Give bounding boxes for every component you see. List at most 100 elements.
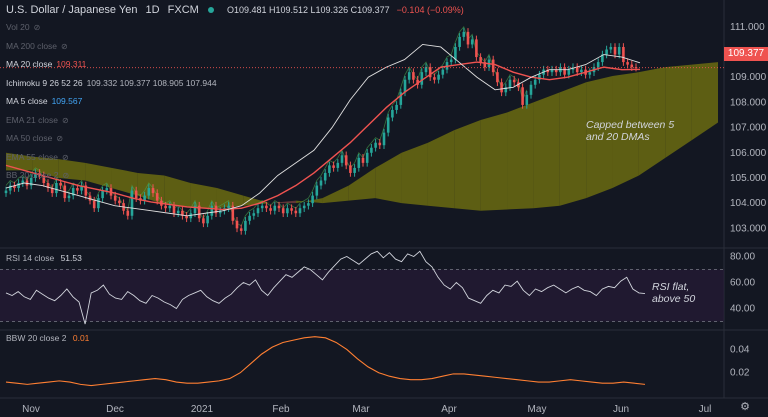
candle-body bbox=[596, 62, 600, 68]
legend-bb-20-close-2[interactable]: BB 20 close 2 ⊘ bbox=[6, 170, 69, 180]
hidden-eye-icon[interactable]: ⊘ bbox=[56, 134, 64, 143]
ichimoku-cloud-segment bbox=[586, 75, 613, 199]
y-tick-label: 103.000 bbox=[730, 223, 767, 234]
candle-body bbox=[172, 205, 176, 214]
candle-body bbox=[588, 72, 592, 75]
candle-body bbox=[454, 46, 457, 60]
ichimoku-cloud-segment bbox=[375, 152, 402, 204]
legend-ema-21-close[interactable]: EMA 21 close ⊘ bbox=[6, 115, 69, 125]
candle-body bbox=[42, 175, 46, 184]
legend-label: EMA 55 close bbox=[6, 151, 58, 162]
legend-value: 109.567 bbox=[51, 96, 83, 106]
ichimoku-cloud-segment bbox=[665, 64, 692, 158]
hidden-eye-icon[interactable]: ⊘ bbox=[61, 152, 69, 162]
candle-body bbox=[265, 205, 268, 209]
candle-body bbox=[374, 142, 377, 148]
bbw-legend[interactable]: BBW 20 close 2 0.01 bbox=[6, 333, 89, 343]
price-annotation: Capped between 5 and 20 DMAs bbox=[586, 119, 675, 143]
candle-body bbox=[181, 210, 184, 216]
hidden-eye-icon[interactable]: ⊘ bbox=[61, 41, 68, 51]
candle-body bbox=[151, 188, 155, 194]
candle-body bbox=[605, 49, 608, 55]
ichimoku-cloud-segment bbox=[58, 159, 86, 181]
legend-ma-200-close[interactable]: MA 200 close ⊘ bbox=[6, 41, 68, 51]
legend-ema-55-close[interactable]: EMA 55 close ⊘ bbox=[6, 152, 69, 162]
candle-body bbox=[412, 72, 415, 80]
legend-ma-20-close[interactable]: MA 20 close 109.311 bbox=[6, 59, 86, 69]
ichimoku-cloud-segment bbox=[348, 167, 376, 201]
ohlc-values: O109.481 H109.512 L109.326 C109.377 bbox=[226, 5, 390, 15]
candle-body bbox=[50, 188, 54, 194]
ichimoku-cloud-segment bbox=[190, 183, 217, 209]
legend-vol-20[interactable]: Vol 20 ⊘ bbox=[6, 22, 40, 32]
candle-body bbox=[59, 183, 62, 186]
candle-body bbox=[298, 208, 302, 214]
ichimoku-cloud-segment bbox=[296, 198, 323, 204]
hidden-eye-icon[interactable]: ⊘ bbox=[61, 115, 69, 125]
legend-label: EMA 21 close bbox=[6, 114, 58, 125]
legend-value: 109.332 109.377 108.905 107.944 bbox=[86, 77, 217, 88]
candle-body bbox=[231, 205, 235, 221]
candle-body bbox=[475, 39, 478, 58]
ichimoku-cloud-segment bbox=[454, 120, 481, 211]
rsi-band-fill bbox=[0, 269, 724, 322]
price-change: −0.104 (−0.09%) bbox=[396, 5, 464, 15]
candle-body bbox=[46, 183, 50, 189]
candle-body bbox=[521, 87, 524, 105]
hidden-eye-icon[interactable]: ⊘ bbox=[62, 171, 70, 180]
candle-body bbox=[71, 188, 75, 196]
candle-body bbox=[256, 208, 260, 214]
candle-body bbox=[319, 180, 323, 186]
candle-body bbox=[403, 79, 407, 93]
y-tick-label: 104.000 bbox=[730, 198, 767, 209]
candle-body bbox=[336, 162, 340, 168]
ichimoku-cloud-segment bbox=[111, 167, 138, 196]
rsi-line bbox=[5, 250, 646, 325]
y-tick-label: 106.000 bbox=[730, 148, 767, 159]
candle-body bbox=[449, 59, 453, 63]
bbw-legend-value: 0.01 bbox=[72, 333, 90, 343]
candle-body bbox=[55, 183, 58, 194]
rsi-y-tick: 40.00 bbox=[730, 304, 755, 315]
legend-label: BB 20 close 2 bbox=[6, 170, 59, 180]
candle-body bbox=[630, 64, 634, 68]
rsi-legend[interactable]: RSI 14 close 51.53 bbox=[6, 253, 82, 263]
interval[interactable]: 1D bbox=[145, 4, 160, 16]
rsi-y-tick: 60.00 bbox=[730, 278, 755, 289]
candle-body bbox=[466, 31, 470, 45]
x-tick-label: Feb bbox=[272, 404, 290, 415]
ichimoku-cloud-segment bbox=[32, 156, 59, 178]
legend-ma-50-close[interactable]: MA 50 close ⊘ bbox=[6, 133, 63, 143]
candle-body bbox=[575, 67, 579, 73]
settings-gear-icon[interactable]: ⚙ bbox=[740, 401, 750, 413]
candle-body bbox=[613, 46, 617, 55]
symbol-name[interactable]: U.S. Dollar / Japanese Yen bbox=[6, 4, 138, 16]
legend-label: MA 200 close bbox=[6, 40, 58, 51]
candle-body bbox=[113, 195, 117, 201]
ichimoku-cloud-segment bbox=[427, 130, 455, 209]
ichimoku-cloud-segment bbox=[638, 67, 666, 176]
candle-body bbox=[311, 195, 314, 204]
candle-body bbox=[248, 215, 251, 221]
hidden-eye-icon[interactable]: ⊘ bbox=[33, 23, 41, 32]
candle-body bbox=[164, 205, 167, 209]
candle-body bbox=[340, 155, 344, 163]
candle-body bbox=[13, 185, 16, 189]
candle-body bbox=[88, 195, 92, 201]
legend-ma-5-close[interactable]: MA 5 close 109.567 bbox=[6, 96, 82, 106]
legend-label: Vol 20 bbox=[6, 22, 30, 32]
candle-body bbox=[458, 36, 461, 47]
candle-body bbox=[290, 208, 293, 211]
candle-body bbox=[483, 62, 487, 68]
candle-body bbox=[433, 77, 436, 80]
x-tick-label: Nov bbox=[22, 404, 40, 415]
x-tick-label: 2021 bbox=[191, 404, 214, 415]
candle-body bbox=[84, 185, 88, 196]
candle-body bbox=[202, 218, 205, 224]
candle-body bbox=[529, 84, 533, 95]
legend-ichimoku-9-26-52-26[interactable]: Ichimoku 9 26 52 26 109.332 109.377 108.9… bbox=[6, 78, 217, 88]
candle-body bbox=[407, 72, 411, 80]
y-tick-label: 107.000 bbox=[730, 123, 767, 134]
candle-body bbox=[563, 67, 566, 75]
